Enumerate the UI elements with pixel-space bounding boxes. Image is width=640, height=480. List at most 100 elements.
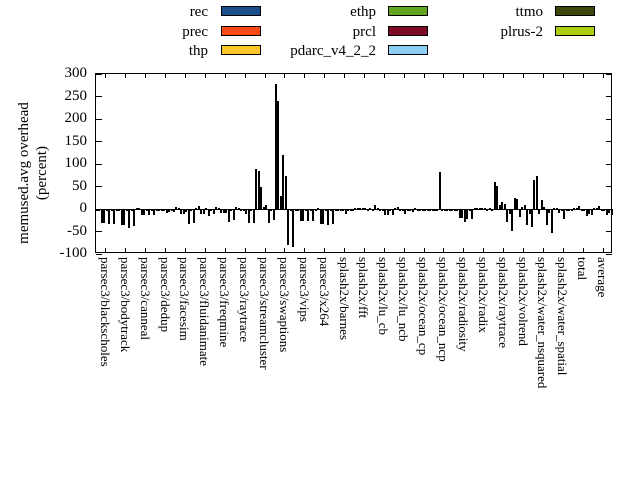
bar-plrus-2 [531, 209, 534, 227]
bar-prec [217, 207, 220, 210]
bar-ttmo [250, 209, 253, 211]
y-tick-mark [606, 231, 612, 232]
bar-plrus-2 [550, 209, 553, 234]
bar-pdarc_v4_2_2 [207, 209, 210, 216]
bar-prcl [185, 209, 188, 212]
bar-prcl [583, 209, 586, 211]
bar-pdarc_v4_2_2 [347, 209, 350, 211]
y-tick-mark [96, 163, 102, 165]
x-category-label: splash2x/ocean_ncp [435, 257, 451, 362]
x-category-label: total [575, 257, 591, 281]
bar-thp [458, 209, 461, 218]
bar-prcl [284, 175, 287, 209]
x-tick-mark [523, 248, 525, 252]
bar-plrus-2 [610, 209, 613, 215]
bar-thp [220, 209, 223, 213]
legend-swatch-plrus-2 [555, 25, 595, 36]
bar-ethp [381, 209, 384, 211]
bar-rec [374, 205, 377, 209]
bar-rec [394, 208, 397, 210]
x-tick-mark [562, 74, 564, 78]
bar-prec [138, 207, 141, 210]
legend-label-pdarc_v4_2_2: pdarc_v4_2_2 [290, 43, 376, 59]
bar-thp [478, 208, 481, 210]
bar-plrus-2 [411, 209, 414, 212]
bar-rec [473, 208, 476, 210]
bar-thp [399, 209, 402, 211]
bar-ethp [580, 209, 583, 211]
bar-thp [120, 209, 123, 225]
bar-prcl [603, 209, 606, 211]
bar-pdarc_v4_2_2 [227, 209, 230, 222]
x-category-label: parsec3/vips [296, 257, 312, 322]
bar-rec [533, 179, 536, 209]
bar-ethp [421, 209, 424, 211]
x-tick-mark [324, 248, 326, 252]
bar-pdarc_v4_2_2 [267, 209, 270, 223]
bar-thp [180, 209, 183, 214]
y-tick-mark [96, 186, 102, 187]
bar-prcl [125, 209, 128, 211]
bar-pdarc_v4_2_2 [128, 209, 131, 228]
bar-ttmo [568, 209, 571, 212]
bar-rec [453, 209, 456, 211]
bar-prcl [523, 205, 526, 209]
bar-rec [95, 209, 98, 211]
bar-prec [317, 208, 320, 210]
x-tick-mark [602, 74, 604, 78]
bar-ethp [282, 155, 285, 209]
bar-plrus-2 [312, 209, 315, 222]
bar-thp [578, 206, 581, 209]
bar-rec [274, 84, 277, 209]
bar-plrus-2 [212, 209, 215, 215]
bar-prec [436, 209, 439, 211]
y-tick-label: -50 [67, 222, 87, 239]
bar-ethp [441, 209, 444, 211]
bar-rec [235, 206, 238, 209]
x-category-label: average [595, 257, 611, 298]
x-category-label: splash2x/ocean_cp [416, 257, 432, 356]
y-tick-mark [96, 141, 102, 142]
bar-thp [558, 209, 561, 214]
x-tick-mark [204, 74, 206, 78]
legend-label-prcl: prcl [352, 23, 376, 40]
bar-plrus-2 [391, 209, 394, 216]
bar-thp [160, 209, 163, 212]
x-tick-mark [244, 248, 246, 252]
y-tick-mark [606, 141, 612, 142]
bar-prcl [344, 209, 347, 215]
bar-prcl [265, 205, 268, 209]
bar-plrus-2 [332, 209, 335, 224]
bar-thp [498, 205, 501, 209]
bar-ttmo [309, 209, 312, 211]
y-tick-mark [606, 96, 612, 97]
legend-label-prec: prec [182, 23, 208, 40]
bar-prec [416, 209, 419, 211]
x-category-label: splash2x/water_spatial [555, 257, 571, 376]
bar-prec [595, 207, 598, 210]
bar-prec [177, 208, 180, 210]
legend-label-ethp: ethp [350, 4, 376, 20]
y-tick-label: 250 [64, 87, 88, 104]
bar-thp [279, 195, 282, 209]
x-tick-mark [184, 248, 186, 252]
bar-plrus-2 [292, 209, 295, 248]
bar-plrus-2 [192, 209, 195, 223]
y-tick-mark [606, 73, 612, 75]
bar-prec [496, 185, 499, 209]
x-category-label: parsec3/raytrace [237, 257, 253, 343]
bar-prec [456, 209, 459, 211]
x-tick-mark [304, 248, 306, 252]
bar-thp [339, 209, 342, 211]
bar-ttmo [150, 209, 153, 211]
x-tick-mark [503, 248, 505, 252]
x-category-label: splash2x/lu_ncb [396, 257, 412, 342]
x-tick-mark [602, 248, 604, 252]
bar-plrus-2 [570, 209, 573, 212]
bar-ethp [461, 209, 464, 218]
bar-prec [297, 209, 300, 211]
bar-prcl [443, 209, 446, 211]
x-tick-mark [443, 74, 445, 78]
bar-ttmo [528, 209, 531, 215]
bar-ttmo [588, 209, 591, 214]
